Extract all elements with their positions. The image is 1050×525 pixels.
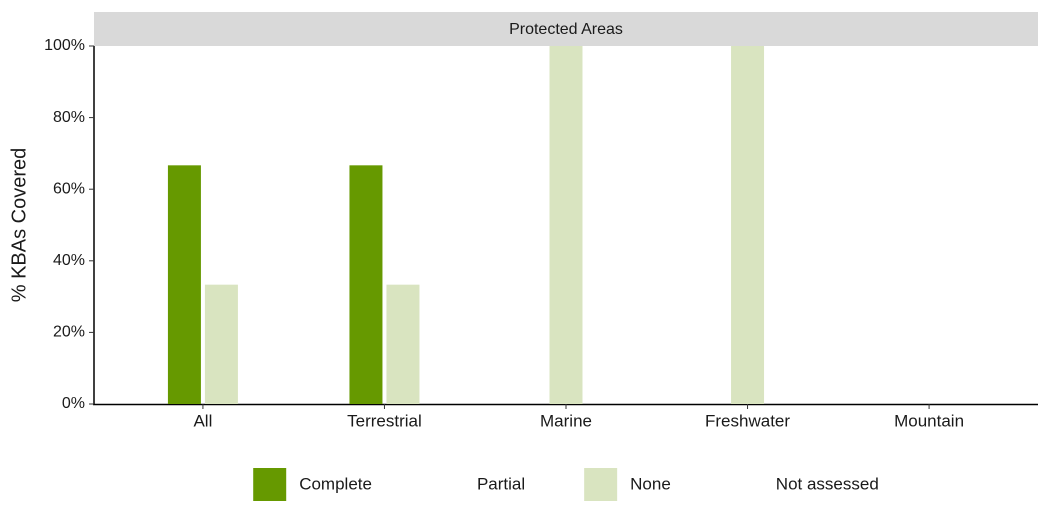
x-tick-label: Freshwater bbox=[705, 411, 790, 430]
bar bbox=[386, 284, 420, 404]
facet-strip bbox=[94, 12, 1038, 46]
legend-key bbox=[584, 468, 618, 501]
x-tick-label: Mountain bbox=[894, 411, 964, 430]
y-tick-label: 0% bbox=[62, 395, 85, 412]
x-tick-label: Marine bbox=[540, 411, 592, 430]
legend-label: None bbox=[630, 474, 671, 493]
y-tick-label: 20% bbox=[53, 324, 85, 341]
bar bbox=[349, 165, 383, 404]
bar bbox=[731, 46, 765, 404]
legend-key bbox=[253, 468, 287, 501]
legend-label: Complete bbox=[299, 474, 372, 493]
y-tick-label: 80% bbox=[53, 109, 85, 126]
bar bbox=[204, 284, 238, 404]
bar bbox=[549, 46, 583, 404]
bar bbox=[167, 165, 201, 404]
facet-label: Protected Areas bbox=[509, 21, 623, 38]
legend-label: Partial bbox=[477, 474, 525, 493]
y-tick-label: 40% bbox=[53, 252, 85, 269]
legend-label: Not assessed bbox=[776, 474, 879, 493]
x-tick-label: All bbox=[193, 411, 212, 430]
y-axis-title: % KBAs Covered bbox=[8, 148, 30, 303]
y-tick-label: 100% bbox=[44, 37, 85, 54]
x-tick-label: Terrestrial bbox=[347, 411, 422, 430]
y-tick-label: 60% bbox=[53, 180, 85, 197]
